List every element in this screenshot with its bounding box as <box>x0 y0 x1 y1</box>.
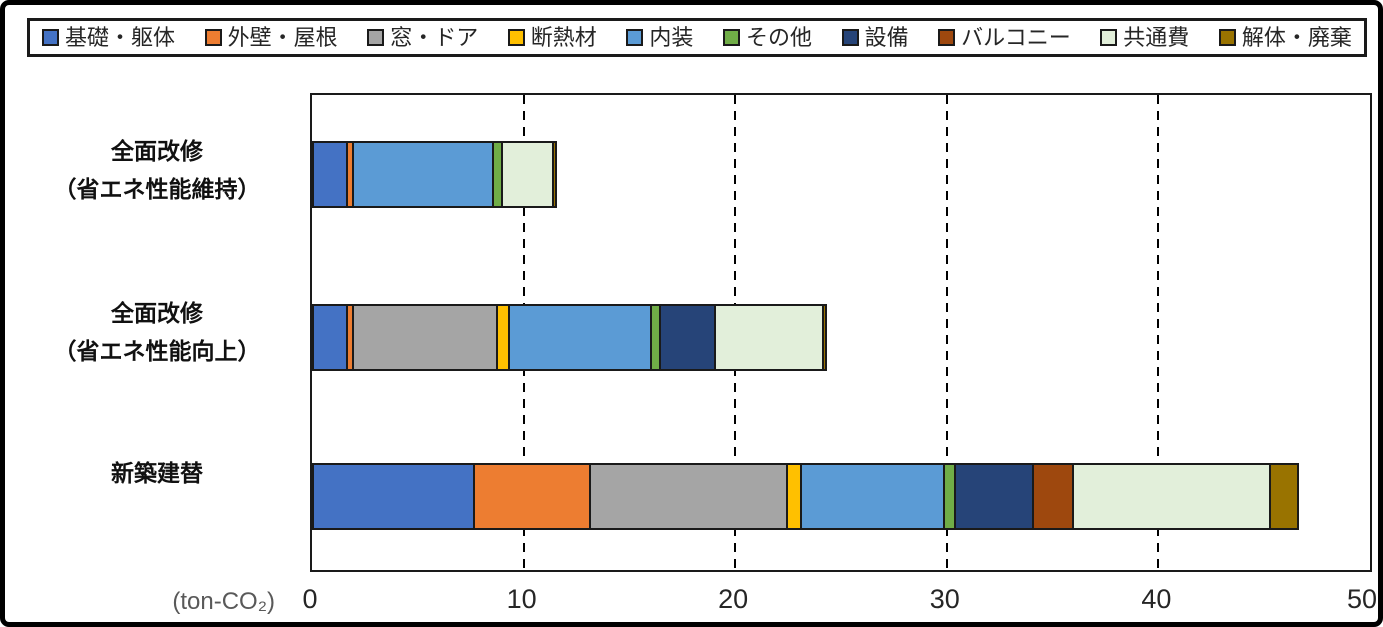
legend-item-7: バルコニー <box>938 24 1071 50</box>
legend-item-label: 共通費 <box>1123 24 1190 50</box>
bar-segment-9 <box>1269 463 1299 530</box>
y-category-label-line: 全面改修 <box>111 138 203 164</box>
y-category-label-line: 全面改修 <box>111 300 203 326</box>
y-category-label-1: 全面改修 （省エネ性能向上） <box>13 294 301 370</box>
legend-swatch-icon <box>1218 29 1236 46</box>
legend-swatch-icon <box>626 29 644 46</box>
legend-item-label: 断熱材 <box>530 24 597 50</box>
bar-row-0 <box>312 141 557 208</box>
bar-segment-9 <box>822 304 827 371</box>
bar-segment-0 <box>312 141 348 208</box>
bar-segment-9 <box>552 141 557 208</box>
legend-item-2: 窓・ドア <box>367 24 479 50</box>
legend-item-label: 窓・ドア <box>390 24 479 50</box>
legend-item-label: 内装 <box>649 24 694 50</box>
bar-segment-6 <box>659 304 716 371</box>
bar-segment-6 <box>954 463 1034 530</box>
legend: 基礎・躯体 外壁・屋根 窓・ドア 断熱材 内装 その他 設備 バルコニー 共通費 解体・廃棄 <box>27 18 1367 57</box>
x-axis-unit-label: (ton-CO₂) <box>172 588 275 615</box>
legend-item-6: 設備 <box>841 24 909 50</box>
legend-swatch-icon <box>204 29 222 46</box>
legend-item-8: 共通費 <box>1100 24 1190 50</box>
legend-item-9: 解体・廃棄 <box>1218 24 1352 50</box>
bar-segment-8 <box>501 141 554 208</box>
bar-segment-4 <box>352 141 494 208</box>
bar-segment-0 <box>312 463 475 530</box>
bar-segment-2 <box>352 304 498 371</box>
legend-item-4: 内装 <box>626 24 694 50</box>
legend-item-label: バルコニー <box>961 24 1071 50</box>
legend-item-label: 基礎・躯体 <box>65 24 176 50</box>
legend-swatch-icon <box>1100 29 1118 46</box>
x-tick-label-0: 0 <box>302 584 318 614</box>
legend-item-label: その他 <box>745 24 812 50</box>
bar-segment-4 <box>508 304 652 371</box>
y-category-label-line: （省エネ性能維持） <box>53 176 261 202</box>
legend-item-3: 断熱材 <box>507 24 597 50</box>
x-tick-label-10: 10 <box>506 584 537 614</box>
x-tick-label-50: 50 <box>1346 584 1378 614</box>
bar-segment-0 <box>312 304 348 371</box>
plot-area <box>310 93 1372 572</box>
y-category-label-line: （省エネ性能向上） <box>53 338 261 364</box>
legend-swatch-icon <box>841 29 859 46</box>
bar-segment-4 <box>800 463 945 530</box>
legend-item-label: 設備 <box>864 24 909 50</box>
x-tick-label-40: 40 <box>1141 584 1172 614</box>
bar-segment-8 <box>714 304 824 371</box>
x-tick-label-20: 20 <box>718 584 749 614</box>
legend-swatch-icon <box>367 29 385 46</box>
bar-row-1 <box>312 304 827 371</box>
y-category-label-2: 新築建替 <box>13 454 301 492</box>
legend-swatch-icon <box>42 29 59 46</box>
bar-segment-2 <box>589 463 788 530</box>
bar-segment-7 <box>1032 463 1074 530</box>
bar-row-2 <box>312 463 1299 530</box>
legend-swatch-icon <box>938 29 956 46</box>
legend-item-5: その他 <box>722 24 812 50</box>
legend-item-label: 外壁・屋根 <box>227 24 338 50</box>
y-category-label-line: 新築建替 <box>111 460 203 486</box>
bar-segment-8 <box>1072 463 1271 530</box>
gridline-30 <box>945 95 948 570</box>
legend-item-0: 基礎・躯体 <box>42 24 176 50</box>
x-tick-label-30: 30 <box>929 584 960 614</box>
bar-segment-1 <box>473 463 591 530</box>
legend-item-1: 外壁・屋根 <box>204 24 338 50</box>
gridline-40 <box>1157 95 1160 570</box>
legend-swatch-icon <box>507 29 525 46</box>
legend-item-label: 解体・廃棄 <box>1241 24 1352 50</box>
legend-swatch-icon <box>722 29 740 46</box>
y-category-label-0: 全面改修 （省エネ性能維持） <box>13 132 301 208</box>
